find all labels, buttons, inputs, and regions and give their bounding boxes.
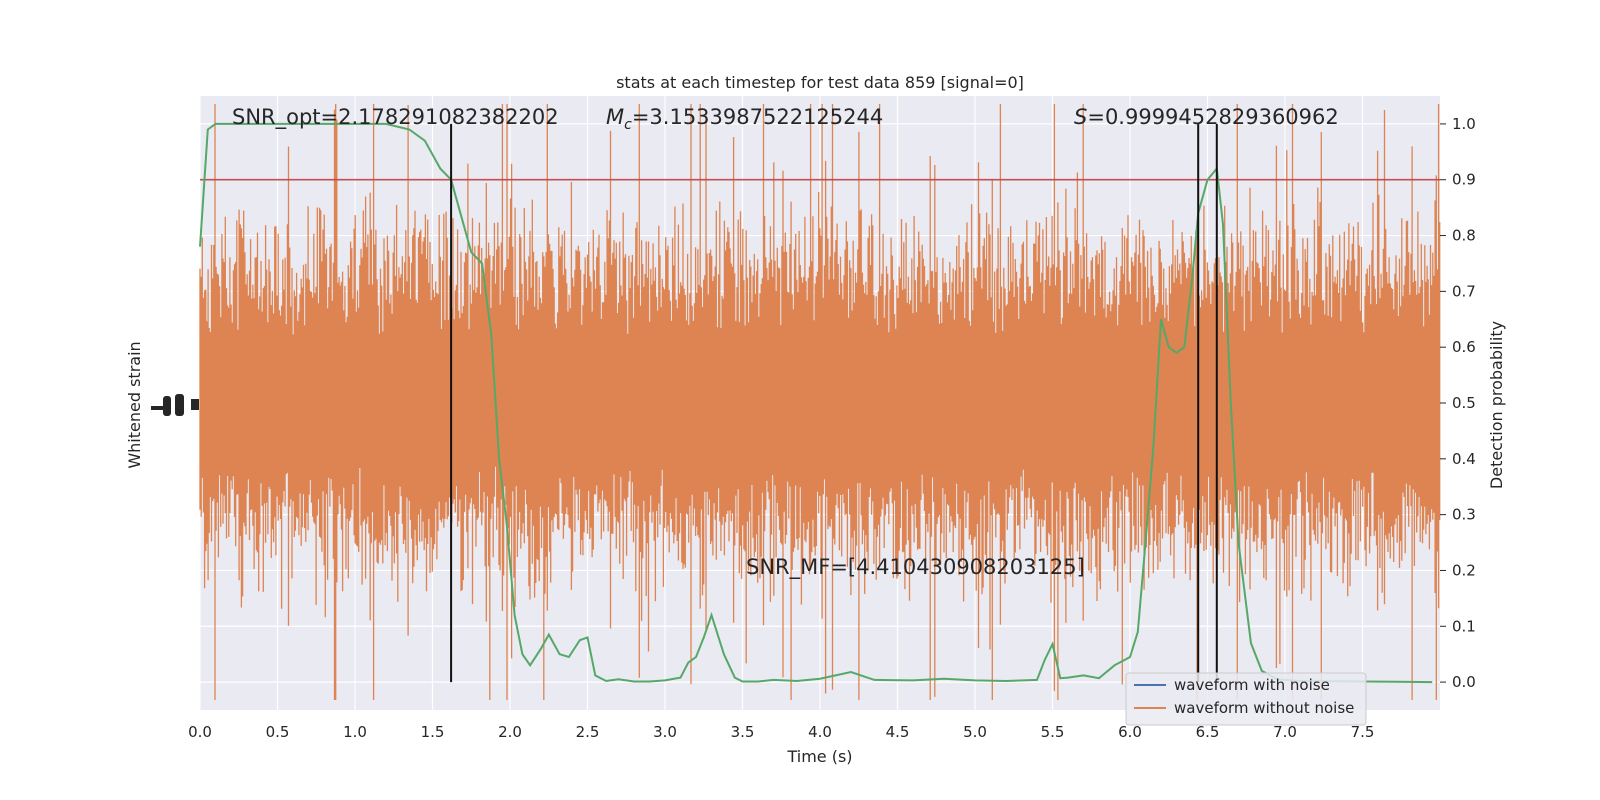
x-tick-label: 0.0	[188, 723, 212, 741]
y-tick-label: 0.8	[1452, 227, 1476, 245]
waveform-without-noise-line	[199, 104, 1441, 700]
x-tick-label: 0.5	[266, 723, 290, 741]
legend-label-without-noise: waveform without noise	[1174, 699, 1354, 717]
chirp-mass-annotation: Mc=3.1533987522125244	[606, 105, 883, 133]
y-axis-left-label: Whitened strain	[125, 341, 144, 468]
x-tick-label: 5.5	[1041, 723, 1065, 741]
s-value: =0.9999452829360962	[1087, 105, 1338, 129]
y-tick-label: 0.0	[1452, 673, 1476, 691]
left-tick-mark	[163, 396, 171, 416]
y-tick-label: 0.4	[1452, 450, 1476, 468]
x-axis-ticks: 0.0 0.5 1.0 1.5 2.0 2.5 3.0 3.5 4.0 4.5 5.0 5.5 6.0 6…	[188, 723, 1374, 741]
left-axis-ticks	[151, 394, 199, 416]
chirp-mass-value: =3.1533987522125244	[632, 105, 883, 129]
x-tick-label: 4.0	[808, 723, 832, 741]
x-tick-label: 2.0	[498, 723, 522, 741]
y-tick-label: 0.6	[1452, 338, 1476, 356]
x-tick-label: 4.5	[886, 723, 910, 741]
chirp-mass-symbol: M	[606, 105, 624, 129]
x-tick-label: 6.0	[1118, 723, 1142, 741]
legend-label-with-noise: waveform with noise	[1174, 676, 1330, 694]
s-annotation: S=0.9999452829360962	[1074, 105, 1339, 129]
x-axis-label: Time (s)	[786, 747, 852, 766]
x-tick-label: 1.0	[343, 723, 367, 741]
y-axis-right-label: Detection probability	[1487, 321, 1506, 489]
x-tick-label: 3.0	[653, 723, 677, 741]
y-tick-label: 0.3	[1452, 506, 1476, 524]
y-tick-label: 0.1	[1452, 617, 1476, 635]
y-right-axis-ticks: 0.0 0.1 0.2 0.3 0.4 0.5 0.6 0.7 0.8 0.9 1.0	[1440, 115, 1476, 691]
legend: waveform with noise waveform without noi…	[1125, 672, 1367, 726]
left-tick-mark	[191, 399, 199, 410]
vertical-marker-lines	[450, 123, 1218, 683]
left-tick-mark	[151, 406, 171, 410]
chart-title: stats at each timestep for test data 859…	[616, 73, 1024, 92]
legend-box	[1125, 672, 1367, 726]
x-tick-label: 3.5	[731, 723, 755, 741]
x-tick-label: 5.0	[963, 723, 987, 741]
y-tick-label: 0.5	[1452, 394, 1476, 412]
y-tick-label: 0.9	[1452, 171, 1476, 189]
x-tick-label: 7.5	[1351, 723, 1375, 741]
y-tick-label: 1.0	[1452, 115, 1476, 133]
x-tick-label: 1.5	[421, 723, 445, 741]
left-tick-mark	[175, 394, 184, 416]
whitened-strain-waveform	[199, 104, 1441, 700]
s-symbol: S	[1074, 105, 1087, 129]
detection-probability-line	[199, 122, 1433, 684]
x-tick-label: 6.5	[1196, 723, 1220, 741]
snr-opt-annotation: SNR_opt=2.178291082382202	[232, 105, 559, 130]
x-tick-label: 7.0	[1273, 723, 1297, 741]
x-tick-label: 2.5	[576, 723, 600, 741]
chirp-mass-subscript: c	[624, 117, 632, 133]
snr-mf-annotation: SNR_MF=[4.410430908203125]	[746, 555, 1085, 580]
y-tick-label: 0.7	[1452, 282, 1476, 300]
detection-probability-series	[199, 122, 1433, 684]
y-tick-label: 0.2	[1452, 561, 1476, 579]
